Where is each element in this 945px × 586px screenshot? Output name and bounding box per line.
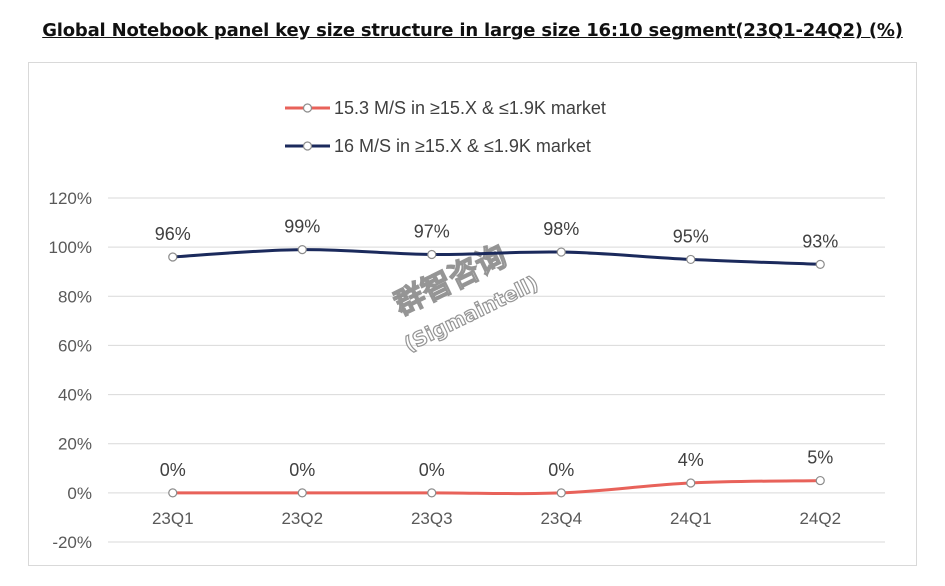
y-tick-label: 100%: [49, 238, 92, 257]
y-tick-label: 80%: [58, 287, 92, 306]
data-point: [686, 478, 696, 488]
data-point: [686, 254, 696, 265]
data-label: 5%: [807, 448, 833, 468]
y-tick-label: 120%: [49, 189, 92, 208]
data-label: 0%: [160, 460, 186, 480]
x-tick-label: 23Q3: [411, 509, 453, 528]
x-axis: 23Q1 23Q2 23Q3 23Q4 24Q1 24Q2: [152, 509, 841, 528]
x-tick-label: 24Q2: [799, 509, 841, 528]
series-line-2: [172, 248, 821, 266]
legend-label: 15.3 M/S in ≥15.X & ≤1.9K market: [334, 98, 606, 118]
data-point: [556, 488, 566, 498]
watermark: 群智咨询 (Sigmaintell): [388, 238, 542, 357]
data-point: [297, 245, 307, 255]
data-point: [427, 249, 437, 260]
data-point: [815, 259, 825, 269]
x-tick-label: 23Q4: [540, 509, 582, 528]
series-lines: 0% 0% 0% 0% 4% 5% 96% 99% 97% 98% 95% 93%: [155, 217, 838, 498]
legend: 15.3 M/S in ≥15.X & ≤1.9K market 16 M/S i…: [285, 98, 606, 156]
data-label: 93%: [802, 231, 838, 251]
data-label: 0%: [548, 460, 574, 480]
data-point: [168, 252, 178, 262]
data-label: 98%: [543, 219, 579, 239]
data-label: 99%: [284, 217, 320, 237]
legend-swatch-marker: [302, 141, 313, 151]
y-axis: -20% 0% 20% 40% 60% 80% 100% 120%: [49, 189, 92, 552]
y-tick-label: 0%: [67, 484, 92, 503]
chart-title: Global Notebook panel key size structure…: [42, 20, 903, 41]
legend-swatch-marker: [302, 103, 313, 113]
x-tick-label: 23Q1: [152, 509, 194, 528]
data-label: 95%: [673, 226, 709, 246]
data-label: 0%: [419, 460, 445, 480]
legend-label: 16 M/S in ≥15.X & ≤1.9K market: [334, 136, 591, 156]
y-tick-label: 40%: [58, 386, 92, 405]
data-label: 96%: [155, 224, 191, 244]
y-tick-label: 20%: [58, 435, 92, 454]
y-tick-label: 60%: [58, 336, 92, 355]
data-point: [427, 488, 437, 498]
series-line-1: [172, 479, 821, 496]
y-tick-label: -20%: [52, 533, 92, 552]
data-point: [168, 488, 178, 498]
data-label: 0%: [289, 460, 315, 480]
data-label: 97%: [414, 222, 450, 242]
x-tick-label: 24Q1: [670, 509, 712, 528]
data-point: [297, 488, 307, 498]
chart-frame: [28, 62, 917, 566]
x-tick-label: 23Q2: [281, 509, 323, 528]
data-point: [815, 475, 825, 486]
data-point: [556, 247, 566, 257]
data-label: 4%: [678, 450, 704, 470]
